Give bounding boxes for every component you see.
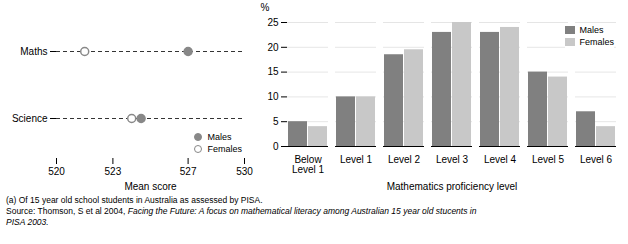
svg-text:520: 520 (48, 166, 65, 177)
svg-text:%: % (261, 2, 270, 13)
svg-text:Mean score: Mean score (124, 181, 177, 192)
svg-text:Level 6: Level 6 (580, 154, 613, 165)
svg-text:Maths: Maths (20, 46, 47, 57)
svg-text:BelowLevel 1: BelowLevel 1 (292, 154, 325, 175)
svg-text:527: 527 (180, 166, 197, 177)
svg-text:15: 15 (267, 66, 279, 77)
svg-text:5: 5 (273, 116, 279, 127)
svg-text:Science: Science (12, 113, 48, 124)
svg-text:Level 3: Level 3 (436, 154, 469, 165)
html-text:Females: Females (579, 37, 614, 47)
svg-text:20: 20 (267, 42, 279, 53)
html-text:(a) Of 15 year old school stud: (a) Of 15 year old school students in Au… (6, 195, 263, 205)
svg-text:25: 25 (267, 17, 279, 28)
html-text:Females: Females (207, 144, 242, 154)
svg-text:523: 523 (105, 166, 122, 177)
svg-text:0: 0 (273, 141, 279, 152)
svg-text:Level 4: Level 4 (484, 154, 517, 165)
svg-text:530: 530 (236, 166, 253, 177)
svg-text:Level 1: Level 1 (340, 154, 373, 165)
svg-text:Mathematics proficiency level: Mathematics proficiency level (387, 181, 518, 192)
html-text:Source: Thomson, S et al 2004,: Source: Thomson, S et al 2004, Facing th… (6, 206, 477, 227)
svg-text:Level 5: Level 5 (532, 154, 565, 165)
svg-text:10: 10 (267, 91, 279, 102)
html-text:Males: Males (207, 132, 232, 142)
svg-text:Level 2: Level 2 (388, 154, 421, 165)
html-text:Males: Males (579, 25, 604, 35)
